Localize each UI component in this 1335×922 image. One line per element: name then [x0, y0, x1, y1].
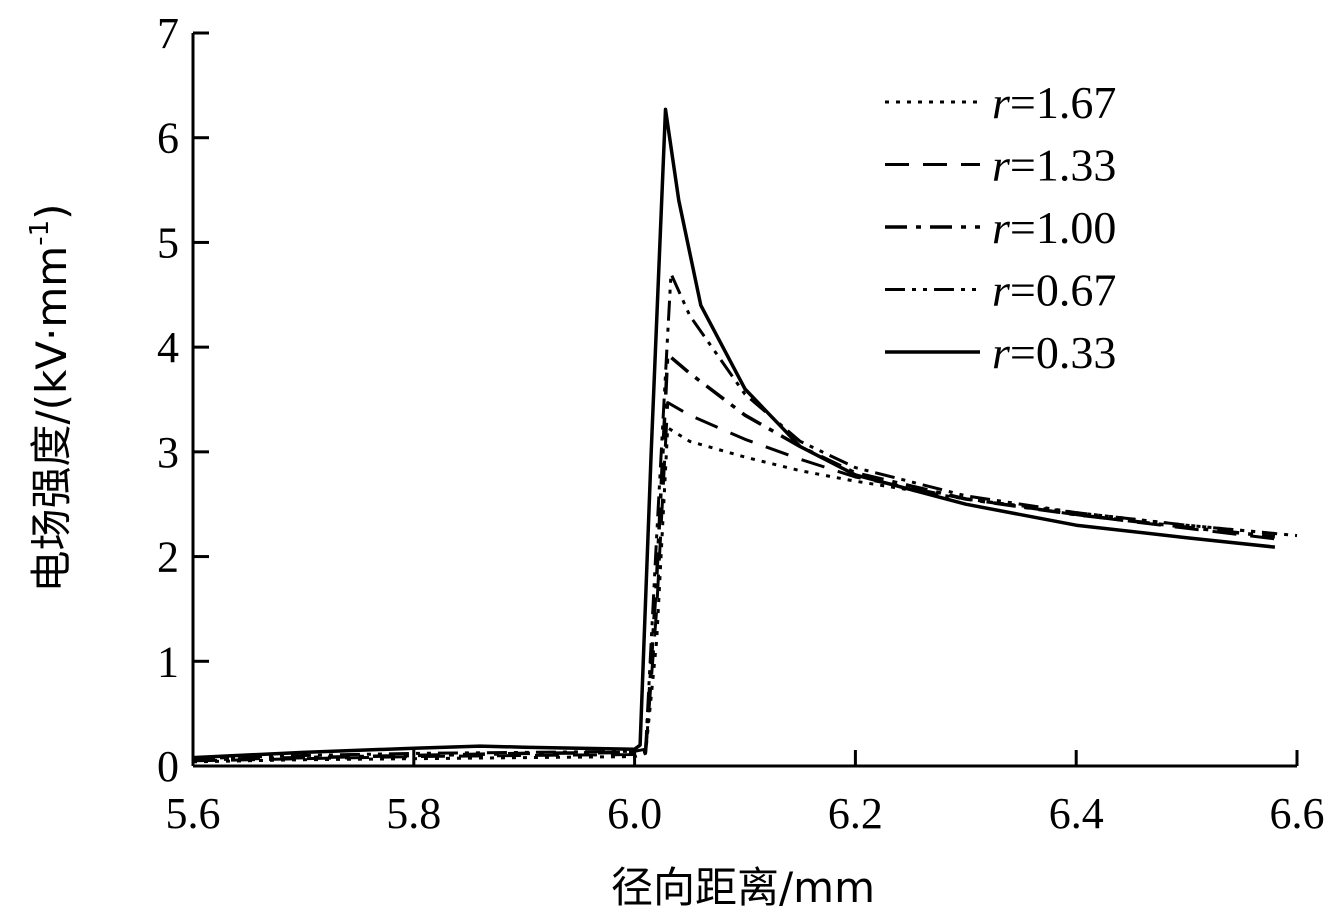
legend-value: =0.33 [1010, 327, 1116, 378]
legend-var: r [992, 265, 1011, 316]
y-axis-title: 电场强度/(kV·mm-1) [25, 203, 76, 592]
legend-var: r [992, 202, 1011, 253]
x-tick-label: 5.8 [386, 789, 441, 838]
y-axis-title-close: ) [27, 203, 76, 219]
y-axis-title-sup: -1 [25, 220, 55, 246]
legend-label: r=1.67 [992, 77, 1116, 128]
legend-label: r=1.33 [992, 140, 1116, 191]
y-tick-label: 4 [157, 323, 179, 372]
legend-value: =1.33 [1010, 140, 1116, 191]
legend-label: r=0.33 [992, 327, 1116, 378]
legend-var: r [992, 140, 1011, 191]
legend-label: r=1.00 [992, 202, 1116, 253]
y-tick-label: 2 [157, 533, 179, 582]
y-axis-title-group: 电场强度/(kV·mm-1) [25, 203, 76, 592]
y-tick-label: 7 [157, 9, 179, 58]
series-group [192, 107, 1298, 764]
legend-label: r=0.67 [992, 265, 1116, 316]
y-tick-label: 0 [157, 742, 179, 791]
series-line-dashdot [192, 352, 1276, 762]
legend-value: =0.67 [1010, 265, 1116, 316]
series-line-solid [192, 107, 1276, 760]
legend: r=1.67r=1.33r=1.00r=0.67r=0.33 [885, 77, 1116, 378]
x-tick-label: 6.2 [828, 789, 883, 838]
y-tick-label: 3 [157, 428, 179, 477]
y-tick-label: 5 [157, 218, 179, 267]
x-axis-title: 径向距离/mm [611, 863, 875, 912]
x-tick-label: 6.0 [607, 789, 662, 838]
series-line-dashdotdot [192, 272, 1276, 761]
x-tick-label: 6.6 [1270, 789, 1325, 838]
legend-var: r [992, 327, 1011, 378]
y-tick-label: 1 [157, 637, 179, 686]
tick-labels: 0 1 2 3 4 5 6 7 5.6 5.8 6.0 6.2 6.4 6.6 [157, 9, 1325, 838]
legend-value: =1.00 [1010, 202, 1116, 253]
series-line-dashed [192, 401, 1276, 763]
y-tick-label: 6 [157, 114, 179, 163]
axes [191, 31, 1299, 768]
legend-value: =1.67 [1010, 77, 1116, 128]
x-tick-label: 6.4 [1049, 789, 1104, 838]
series-line-dotted [192, 426, 1298, 764]
legend-var: r [992, 77, 1011, 128]
x-tick-label: 5.6 [166, 789, 221, 838]
y-axis-title-main: 电场强度/(kV·mm [27, 246, 76, 593]
